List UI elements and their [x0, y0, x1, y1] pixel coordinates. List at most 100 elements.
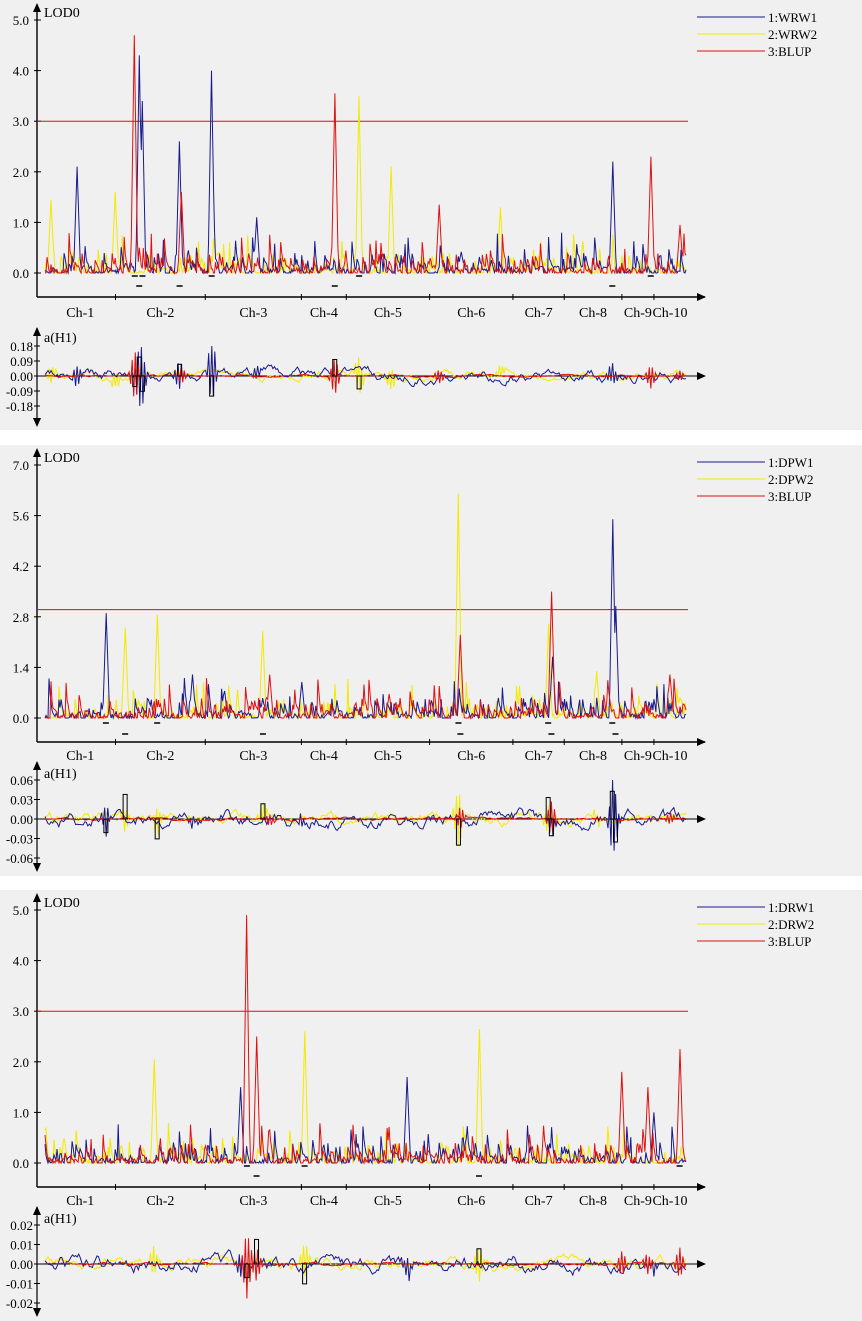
effect-y-tick-label: 0.09 [10, 354, 33, 369]
lod-series-3 [44, 591, 687, 720]
effect-x-arrow [697, 1260, 706, 1268]
lod-series-1 [44, 519, 687, 720]
effect-y-tick-label: 0.00 [10, 812, 33, 827]
y-tick-label: 5.0 [13, 13, 29, 28]
chromosome-label: Ch-1 [66, 749, 94, 764]
chromosome-label: Ch-9 [624, 1194, 652, 1209]
effect-y-tick-label: -0.18 [6, 399, 33, 414]
effect-peak-bar [132, 375, 138, 387]
y-tick-label: 2.8 [13, 610, 29, 625]
panel-drw: LOD0 a(H1) 1:DRW1 2:DRW2 3:BLUP 0.0 1.0 2.… [0, 890, 862, 1321]
chromosome-label: Ch-8 [579, 306, 607, 321]
legend-label-2: 2:WRW2 [768, 27, 817, 42]
legend-label-3: 3:BLUP [768, 934, 811, 949]
chromosome-label: Ch-1 [66, 1194, 94, 1209]
effect-y-arrow-up [33, 327, 41, 336]
effect-y-tick-label: 0.02 [10, 1218, 33, 1233]
y-tick-label: 2.0 [13, 165, 29, 180]
effect-y-tick-label: 0.01 [10, 1238, 33, 1253]
y-tick-label: 4.0 [13, 954, 29, 969]
effect-peak-bar [612, 818, 618, 843]
lod-axis-label: LOD0 [44, 451, 80, 466]
effect-y-tick-label: 0.18 [10, 339, 33, 354]
effect-y-arrow-down [33, 418, 41, 427]
legend-label-3: 3:BLUP [768, 44, 811, 59]
y-tick-label: 1.4 [13, 660, 30, 675]
effect-y-tick-label: -0.03 [6, 832, 33, 847]
y-tick-label: 0.0 [13, 711, 29, 726]
x-axis-arrow [697, 738, 706, 746]
chromosome-label: Ch-8 [579, 1194, 607, 1209]
effect-series-3 [44, 801, 687, 833]
chromosome-label: Ch-3 [239, 306, 267, 321]
legend-label-2: 2:DRW2 [768, 917, 814, 932]
lod-series-3 [44, 35, 687, 275]
chromosome-label: Ch-9 [624, 306, 652, 321]
y-tick-label: 4.0 [13, 64, 29, 79]
chart-dpw: LOD0 a(H1) 1:DPW1 2:DPW2 3:BLUP 0.0 1.4 2.… [6, 448, 814, 872]
y-tick-label: 5.0 [13, 903, 29, 918]
effect-peak-bar [548, 818, 554, 837]
lod-y-axis-arrow [33, 448, 41, 457]
panel-dpw: LOD0 a(H1) 1:DPW1 2:DPW2 3:BLUP 0.0 1.4 2.… [0, 445, 862, 876]
effect-peak-bar [122, 793, 128, 820]
effect-y-arrow-up [33, 761, 41, 770]
chromosome-label: Ch-10 [652, 749, 687, 764]
chromosome-label: Ch-5 [374, 749, 402, 764]
lod-axis-label: LOD0 [44, 896, 80, 911]
effect-axis-label: a(H1) [44, 331, 77, 346]
effect-peak-bar [332, 359, 338, 377]
legend: 1:DRW1 2:DRW2 3:BLUP [697, 900, 814, 949]
lod-axis-label: LOD0 [44, 6, 80, 21]
chromosome-label: Ch-7 [525, 749, 553, 764]
effect-series-2 [44, 1245, 687, 1282]
effect-x-arrow [697, 372, 706, 380]
effect-y-tick-label: -0.02 [6, 1296, 33, 1311]
effect-peak-bar [260, 803, 266, 820]
effect-y-tick-label: -0.06 [6, 851, 34, 866]
chromosome-label: Ch-1 [66, 306, 94, 321]
effect-y-tick-label: 0.00 [10, 1257, 33, 1272]
panel-wrw: LOD0 a(H1) 1:WRW1 2:WRW2 3:BLUP 0.0 1.0 2.… [0, 0, 862, 430]
effect-plot: -0.02 -0.01 0.00 0.01 0.02 [6, 1206, 706, 1317]
chromosome-label: Ch-10 [652, 306, 687, 321]
lod-series-3 [44, 915, 687, 1165]
y-tick-label: 3.0 [13, 1004, 29, 1019]
chromosome-label: Ch-2 [146, 1194, 174, 1209]
lod-plot: 0.0 1.0 2.0 3.0 4.0 5.0 Ch-1 Ch-2 Ch-3 Ch-4 Ch-5 Ch… [13, 893, 706, 1209]
effect-y-arrow-up [33, 1206, 41, 1215]
y-tick-label: 0.0 [13, 1156, 29, 1171]
effect-y-tick-label: -0.01 [6, 1277, 33, 1292]
effect-y-tick-label: -0.09 [6, 384, 33, 399]
y-tick-label: 1.0 [13, 1105, 29, 1120]
effect-peak-bar [356, 375, 362, 390]
x-axis-arrow [697, 1183, 706, 1191]
legend-label-2: 2:DPW2 [768, 472, 814, 487]
effect-peak-bar [139, 375, 145, 392]
effect-axis-label: a(H1) [44, 1212, 77, 1227]
lod-series-1 [44, 55, 687, 275]
effect-peak-bar [244, 1263, 250, 1279]
y-tick-label: 7.0 [13, 458, 29, 473]
chromosome-label: Ch-5 [374, 1194, 402, 1209]
chromosome-label: Ch-6 [457, 1194, 485, 1209]
lod-series-2 [44, 1028, 687, 1165]
effect-series-3 [44, 1238, 687, 1299]
effect-plot: -0.06 -0.03 0.00 0.03 0.06 [6, 761, 706, 872]
effect-y-arrow-down [33, 1308, 41, 1317]
chromosome-label: Ch-7 [525, 306, 553, 321]
legend-label-3: 3:BLUP [768, 489, 811, 504]
chromosome-label: Ch-6 [457, 306, 485, 321]
chart-drw: LOD0 a(H1) 1:DRW1 2:DRW2 3:BLUP 0.0 1.0 2.… [6, 893, 814, 1317]
effect-series-2 [44, 794, 687, 847]
lod-y-axis-arrow [33, 893, 41, 902]
lod-plot: 0.0 1.0 2.0 3.0 4.0 5.0 Ch-1 Ch-2 Ch-3 Ch-4 Ch-5 Ch… [13, 3, 706, 321]
legend-label-1: 1:DPW1 [768, 455, 814, 470]
effect-y-tick-label: 0.06 [10, 773, 33, 788]
effect-axis-label: a(H1) [44, 767, 77, 782]
effect-peak-bar [302, 1263, 308, 1285]
effect-peak-bar [177, 363, 183, 377]
effect-peak-bar [455, 818, 461, 846]
effect-peak-bar [209, 375, 215, 397]
effect-series-1 [44, 1249, 687, 1282]
